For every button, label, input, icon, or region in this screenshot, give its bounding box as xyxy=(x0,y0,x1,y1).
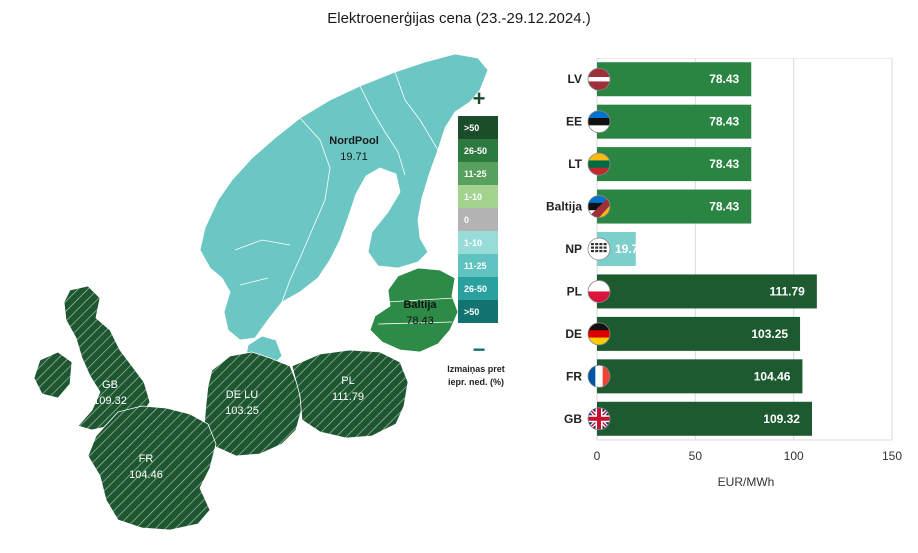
legend-swatch xyxy=(458,139,498,162)
legend-label: 26-50 xyxy=(464,146,487,156)
legend-label: >50 xyxy=(464,307,479,317)
poland-flag-icon xyxy=(588,280,610,303)
x-tick-label: 50 xyxy=(689,449,703,463)
category-label: NP xyxy=(565,242,582,256)
nordic-borders xyxy=(234,71,439,303)
map-label-baltija-value: 78.43 xyxy=(406,315,434,327)
lithuania-flag-icon xyxy=(588,153,610,176)
bar-chart: 78.43 LV 78.43 EE 78.43 LT 78.43 Baltija 19.7 NP 1… xyxy=(546,58,903,489)
bar-value-label: 103.25 xyxy=(751,327,788,341)
map-label-fr-value: 104.46 xyxy=(129,469,163,481)
europe-map: NordPool 19.71 Baltija 78.43 GB 109.32 D… xyxy=(33,53,505,531)
category-label: Baltija xyxy=(546,200,582,214)
map-label-baltija-name: Baltija xyxy=(403,299,437,311)
baltija-region xyxy=(369,267,459,353)
legend-label: 1-10 xyxy=(464,238,482,248)
legend-minus-icon: − xyxy=(473,337,486,362)
chart-title: Elektroenerģijas cena (23.-29.12.2024.) xyxy=(327,10,591,27)
bar-value-label: 104.46 xyxy=(754,369,791,383)
uk-flag-icon xyxy=(588,407,610,430)
legend-swatch xyxy=(458,300,498,323)
estonia-flag-icon xyxy=(588,110,610,133)
bar xyxy=(597,147,752,182)
map-label-gb-name: GB xyxy=(102,379,118,391)
map-label-pl-value: 111.79 xyxy=(332,391,364,403)
bar-value-label: 109.32 xyxy=(763,412,800,426)
map-label-gb-value: 109.32 xyxy=(93,395,127,407)
chart-x-ticks: 0 50 100 150 xyxy=(594,449,903,463)
nordpool-region xyxy=(199,53,489,341)
x-axis-title: EUR/MWh xyxy=(718,475,775,489)
legend-caption-line2: iepr. ned. (%) xyxy=(448,377,504,387)
fr-region xyxy=(87,405,217,531)
map-label-delu-value: 103.25 xyxy=(225,405,259,417)
delu-region xyxy=(203,351,303,457)
germany-flag-icon xyxy=(588,322,610,345)
legend-scale: >50 26-50 11-25 1-10 0 1-10 11-25 26-50 >50 xyxy=(458,116,498,323)
category-label: DE xyxy=(565,327,582,341)
legend-swatch xyxy=(458,208,498,231)
category-label: FR xyxy=(566,369,582,383)
x-tick-label: 0 xyxy=(594,449,601,463)
bar xyxy=(597,189,752,224)
category-label: LT xyxy=(568,157,582,171)
map-label-delu-name: DE LU xyxy=(226,389,258,401)
legend-label: 11-25 xyxy=(464,169,487,179)
legend-swatch xyxy=(458,231,498,254)
legend-label: 26-50 xyxy=(464,284,487,294)
bar-value-label: 111.79 xyxy=(769,284,805,298)
bar xyxy=(597,401,812,436)
bar-value-label: 78.43 xyxy=(709,157,739,171)
nordpool-logo-icon xyxy=(588,238,610,260)
category-label: EE xyxy=(566,115,582,129)
legend-swatch xyxy=(458,185,498,208)
legend-label: 0 xyxy=(464,215,469,225)
x-tick-label: 100 xyxy=(784,449,804,463)
bar-value-label: 78.43 xyxy=(709,115,739,129)
ireland-region xyxy=(33,351,73,399)
map-label-nordpool-name: NordPool xyxy=(329,135,379,147)
legend-swatch xyxy=(458,162,498,185)
legend-label: 1-10 xyxy=(464,192,482,202)
bar xyxy=(597,274,817,309)
legend-label: >50 xyxy=(464,123,479,133)
legend-swatch xyxy=(458,254,498,277)
legend-label: 11-25 xyxy=(464,261,487,271)
latvia-flag-icon xyxy=(588,68,610,91)
map-label-nordpool-value: 19.71 xyxy=(340,151,368,163)
bar xyxy=(597,359,803,394)
bar-value-label: 78.43 xyxy=(709,72,739,86)
category-label: PL xyxy=(567,284,582,298)
legend-swatch xyxy=(458,277,498,300)
category-label: LV xyxy=(568,72,582,86)
x-tick-label: 150 xyxy=(882,449,902,463)
france-flag-icon xyxy=(588,365,610,388)
map-label-pl-name: PL xyxy=(341,375,354,387)
legend-plus-icon: + xyxy=(473,86,486,111)
chart-bars: 78.43 LV 78.43 EE 78.43 LT 78.43 Baltija 19.7 NP 1… xyxy=(546,62,817,436)
category-label: GB xyxy=(564,412,582,426)
pl-region xyxy=(291,349,409,439)
bar xyxy=(597,316,801,351)
legend-swatch xyxy=(458,116,498,139)
bar xyxy=(597,62,752,97)
bar-value-label: 78.43 xyxy=(709,200,739,214)
legend-caption-line1: Izmaiņas pret xyxy=(447,364,505,374)
bar xyxy=(597,104,752,139)
map-label-fr-name: FR xyxy=(139,453,154,465)
bar-value-label: 19.7 xyxy=(615,242,639,256)
baltic-borders xyxy=(377,297,456,325)
